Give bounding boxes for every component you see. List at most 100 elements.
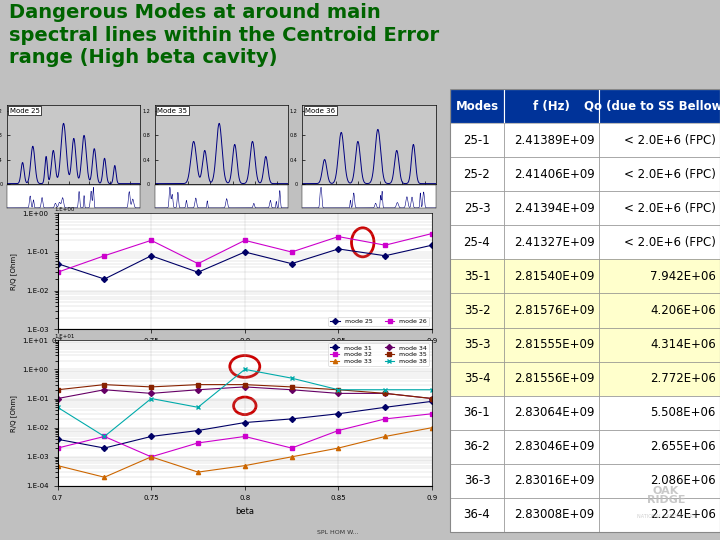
mode 33 [381,433,390,440]
mode 25 [194,269,202,275]
mode 38 [334,387,343,393]
Bar [450,362,504,396]
mode 31 [287,416,296,422]
Y-axis label: R/Q [Ohm]: R/Q [Ohm] [10,253,17,290]
mode 26 [428,230,436,237]
Bar [598,293,720,328]
mode 32 [194,440,202,446]
mode 35 [100,381,109,388]
Bar [598,89,720,123]
Text: 2.83008E+09: 2.83008E+09 [514,508,595,521]
Bar [504,293,598,328]
mode 34 [100,387,109,393]
mode 35 [53,387,62,393]
Text: 25-3: 25-3 [464,202,490,215]
mode 32 [53,445,62,451]
Bar [504,123,598,157]
mode 25 [381,253,390,259]
Y-axis label: R/Q [Ohm]: R/Q [Ohm] [10,395,17,431]
Text: 2.83046E+09: 2.83046E+09 [514,440,595,453]
Text: 2.83064E+09: 2.83064E+09 [514,406,595,419]
mode 35 [194,381,202,388]
mode 33 [147,454,156,460]
mode 32 [428,410,436,417]
Text: < 2.0E+6 (FPC): < 2.0E+6 (FPC) [624,236,716,249]
Text: Mode 25: Mode 25 [10,107,40,113]
Bar [598,157,720,191]
Text: 2.41327E+09: 2.41327E+09 [513,236,595,249]
Bar [504,396,598,430]
mode 25 [428,242,436,248]
mode 25 [147,253,156,259]
mode 32 [381,416,390,422]
Legend: mode 25, mode 26: mode 25, mode 26 [328,317,429,326]
Text: 2.655E+06: 2.655E+06 [650,440,716,453]
Text: 25-2: 25-2 [464,168,490,181]
mode 31 [240,419,249,426]
Text: 1.E+00: 1.E+00 [54,207,74,212]
Bar [598,396,720,430]
mode 35 [147,384,156,390]
Line: mode 33: mode 33 [55,426,434,480]
Text: 2.81540E+09: 2.81540E+09 [514,270,595,283]
mode 38 [287,375,296,381]
mode 25 [100,276,109,282]
Line: mode 34: mode 34 [55,385,434,401]
Text: 2.81556E+09: 2.81556E+09 [514,372,595,385]
Text: < 2.0E+6 (FPC): < 2.0E+6 (FPC) [624,134,716,147]
Text: 25-1: 25-1 [464,134,490,147]
Bar [450,396,504,430]
Text: Modes: Modes [456,100,498,113]
mode 34 [428,395,436,402]
mode 26 [287,249,296,255]
Text: 2.772E+06: 2.772E+06 [650,372,716,385]
Text: 35-2: 35-2 [464,304,490,317]
Bar [450,328,504,362]
Bar [598,328,720,362]
Text: 35-3: 35-3 [464,338,490,351]
Bar [450,191,504,225]
Bar [504,191,598,225]
Bar [450,430,504,464]
Bar [598,430,720,464]
mode 25 [240,249,249,255]
Bar [598,259,720,293]
Text: 4.206E+06: 4.206E+06 [650,304,716,317]
Bar [450,464,504,498]
mode 33 [428,424,436,431]
Text: NATIONAL LABORATORY: NATIONAL LABORATORY [636,514,696,518]
Bar [504,89,598,123]
Line: mode 35: mode 35 [55,382,434,401]
Text: Mode 36: Mode 36 [305,107,336,113]
mode 25 [334,246,343,252]
Text: 2.41389E+09: 2.41389E+09 [514,134,595,147]
mode 35 [287,384,296,390]
mode 32 [240,433,249,440]
mode 34 [334,390,343,396]
mode 26 [147,237,156,244]
mode 33 [240,462,249,469]
Bar [504,464,598,498]
Bar [504,362,598,396]
mode 32 [100,433,109,440]
Bar [450,89,504,123]
Text: OAK
RIDGE: OAK RIDGE [647,486,685,505]
mode 38 [194,404,202,410]
Text: Mode 35: Mode 35 [158,107,187,113]
Text: 2.81555E+09: 2.81555E+09 [514,338,595,351]
mode 31 [334,410,343,417]
mode 26 [53,269,62,275]
Bar [450,123,504,157]
Text: 36-3: 36-3 [464,474,490,487]
mode 38 [240,366,249,373]
mode 32 [287,445,296,451]
Bar [598,464,720,498]
mode 35 [428,395,436,402]
mode 38 [100,433,109,440]
mode 32 [334,427,343,434]
Legend: mode 31, mode 32, mode 33, mode 34, mode 35, mode 38: mode 31, mode 32, mode 33, mode 34, mode… [328,343,429,366]
Text: < 2.0E+6 (FPC): < 2.0E+6 (FPC) [624,202,716,215]
mode 31 [428,398,436,404]
mode 26 [334,233,343,240]
mode 33 [53,462,62,469]
